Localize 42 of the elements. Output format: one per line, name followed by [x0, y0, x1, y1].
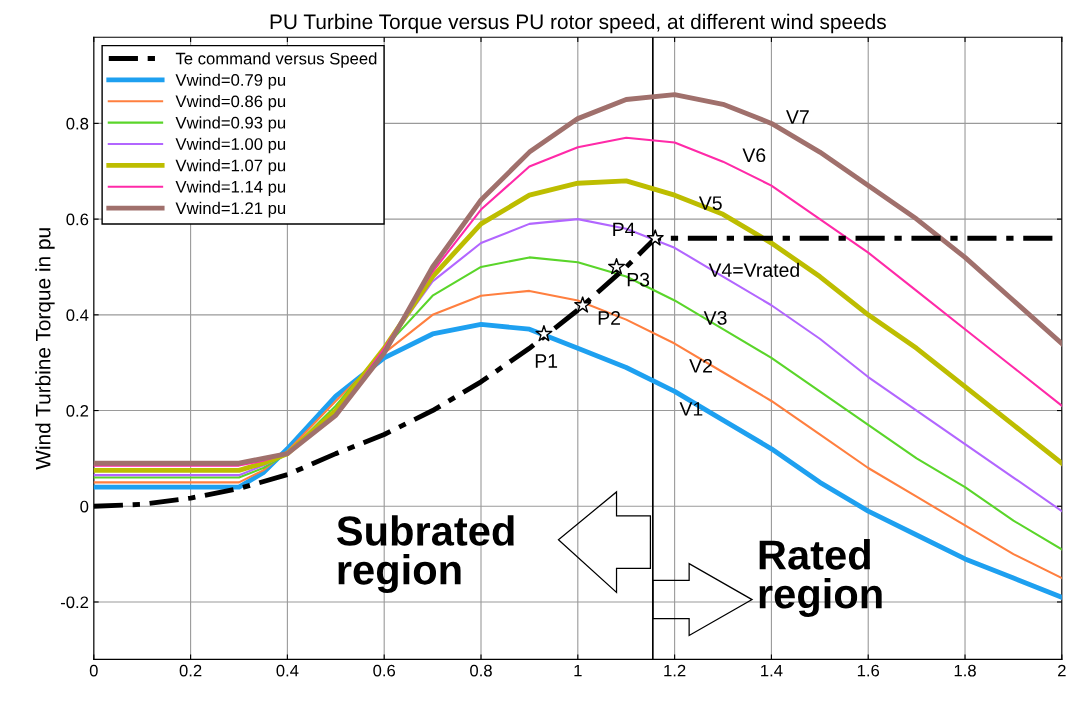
annotation: V7	[786, 110, 809, 124]
legend-label: Vwind=0.86 pu	[175, 95, 286, 111]
x-tick-label: 1.2	[664, 664, 686, 677]
annotation: P2	[598, 311, 620, 325]
point	[646, 229, 664, 246]
y-tick-label: 0.8	[66, 117, 89, 130]
annotation: Subrated region	[336, 515, 514, 594]
y-tick-label: 0.4	[66, 309, 89, 322]
point	[608, 258, 626, 275]
x-tick-label: 0.8	[470, 664, 492, 677]
legend-label: Vwind=0.79 pu	[175, 73, 286, 90]
legend-label: Vwind=1.07 pu	[175, 159, 286, 175]
y-tick-label: 0	[80, 500, 89, 513]
point	[574, 296, 592, 313]
point	[535, 325, 553, 342]
annotation: V2	[689, 358, 712, 373]
y-tick-label: -0.2	[60, 596, 89, 609]
y-tick-label: 0.6	[66, 213, 89, 226]
x-tick-label: 0.4	[276, 664, 299, 677]
legend-label: Vwind=1.00 pu	[175, 137, 286, 154]
x-tick-label: 0	[89, 664, 98, 677]
chart-title: PU Turbine Torque versus PU rotor speed, at different wind speeds	[270, 13, 886, 34]
x-tick-label: 1.4	[761, 664, 783, 677]
annotation: V4=Vrated	[708, 262, 799, 277]
x-tick-label: 0.6	[373, 664, 396, 677]
x-tick-label: 1.6	[857, 664, 880, 677]
legend-label: Vwind=1.14 pu	[175, 180, 286, 197]
annotation: Rated region	[759, 539, 882, 617]
y-tick-label: 0.2	[66, 404, 89, 417]
legend-label: Vwind=1.21 pu	[175, 201, 286, 218]
annotation: V1	[679, 402, 703, 416]
annotation: V5	[698, 196, 722, 210]
annotation: V3	[703, 311, 727, 325]
x-tick-label: 1	[574, 664, 582, 677]
annotation: V6	[742, 148, 766, 163]
legend-label: Vwind=0.93 pu	[175, 116, 286, 132]
legend-label: Te command versus Speed	[175, 52, 377, 68]
x-tick-label: 2	[1058, 664, 1066, 677]
y-axis-title: Wind Turbine Torque in pu	[35, 228, 55, 470]
x-tick-label: 0.2	[179, 664, 202, 677]
annotation: P1	[535, 354, 558, 368]
x-tick-label: 1.8	[954, 664, 976, 677]
